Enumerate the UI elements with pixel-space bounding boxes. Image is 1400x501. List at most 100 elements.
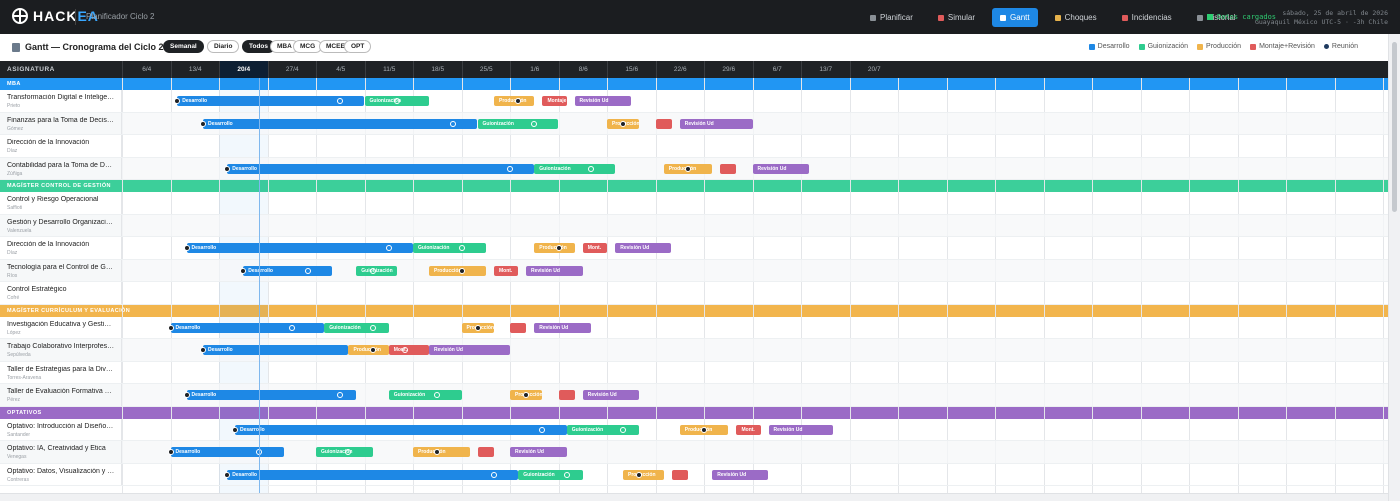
table-row[interactable]: Finanzas para la Toma de Decisiones Gómez… <box>0 112 1388 135</box>
filter-mcg-chip[interactable]: MCG <box>293 40 323 53</box>
meeting-marker-icon[interactable] <box>458 267 465 274</box>
table-row[interactable]: Optativo: Datos, Visualización y Narrati… <box>0 463 1388 486</box>
phase-bar-montaje[interactable]: Mont. <box>736 424 761 435</box>
week-label[interactable]: 20/7 <box>849 61 899 78</box>
course-name[interactable]: Investigación Educativa y Gestión del Co… <box>7 320 115 328</box>
meeting-marker-icon[interactable] <box>183 245 190 251</box>
meeting-marker-icon[interactable] <box>458 245 465 251</box>
phase-bar-montaje[interactable] <box>671 469 688 480</box>
phase-bar-revision[interactable]: Revisión Ud <box>712 469 769 480</box>
week-label[interactable]: 1/6 <box>510 61 559 78</box>
phase-bar-produccion[interactable]: Producción <box>623 469 664 480</box>
phase-bar-desarrollo[interactable]: Desarrollo <box>186 243 413 253</box>
phase-bar-desarrollo[interactable]: Desarrollo <box>243 265 332 276</box>
course-name[interactable]: Control Estratégico <box>7 286 67 293</box>
meeting-marker-icon[interactable] <box>684 165 691 172</box>
phase-bar-montaje[interactable]: Montaje <box>542 96 567 106</box>
phase-bar-revision[interactable]: Revisión Ud <box>582 390 640 400</box>
course-name[interactable]: Taller de Estrategias para la Diversidad <box>7 365 115 373</box>
nav-choques-button[interactable]: Choques <box>1047 8 1105 27</box>
meeting-marker-icon[interactable] <box>288 324 295 331</box>
nav-simular-button[interactable]: Simular <box>930 8 983 27</box>
phase-bar-revision[interactable]: Revisión Ud <box>752 163 810 174</box>
week-label[interactable]: 4/5 <box>316 61 365 78</box>
week-label[interactable]: 27/4 <box>267 61 317 78</box>
phase-bar-desarrollo[interactable]: Desarrollo <box>186 390 357 400</box>
phase-bar-revision[interactable]: Revisión Ud <box>534 322 591 333</box>
week-label[interactable]: 25/5 <box>461 61 511 78</box>
filter-opt-chip[interactable]: OPT <box>344 40 372 53</box>
meeting-marker-icon[interactable] <box>167 324 174 331</box>
course-name[interactable]: Finanzas para la Toma de Decisiones <box>7 116 115 124</box>
table-row[interactable]: Control y Riesgo Operacional Saffioti <box>0 192 1388 215</box>
table-row[interactable]: Dirección de la Innovación Díaz <box>0 135 1388 158</box>
meeting-marker-icon[interactable] <box>337 98 344 104</box>
course-name[interactable]: Optativo: Introducción al Diseño Instruc… <box>7 422 115 430</box>
group-header[interactable]: MBA <box>0 78 1388 90</box>
meeting-marker-icon[interactable] <box>385 245 392 251</box>
phase-bar-revision[interactable]: Revisión Ud <box>679 118 753 129</box>
table-row[interactable]: Trabajo Colaborativo Interprofesional Sep… <box>0 339 1388 362</box>
meeting-marker-icon[interactable] <box>183 392 190 398</box>
meeting-marker-icon[interactable] <box>539 426 546 433</box>
course-name[interactable]: Dirección de la Innovación <box>7 139 90 146</box>
scrollbar-thumb[interactable] <box>1392 42 1397 212</box>
meeting-marker-icon[interactable] <box>393 98 400 104</box>
vertical-scrollbar[interactable] <box>1388 34 1400 501</box>
table-row[interactable]: Taller de Estrategias para la Diversidad… <box>0 361 1388 384</box>
meeting-marker-icon[interactable] <box>701 426 707 433</box>
meeting-marker-icon[interactable] <box>490 471 497 478</box>
phase-bar-produccion[interactable]: Producción <box>348 345 389 355</box>
phase-bar-montaje[interactable] <box>477 447 494 457</box>
course-name[interactable]: Optativo: IA, Creatividad y Ética <box>7 445 106 452</box>
nav-gantt-button[interactable]: Gantt <box>992 8 1038 27</box>
meeting-marker-icon[interactable] <box>304 267 311 274</box>
meeting-marker-icon[interactable] <box>224 471 231 478</box>
phase-bar-montaje[interactable] <box>655 118 672 129</box>
group-header[interactable]: OPTATIVOS <box>0 406 1388 419</box>
nav-planificar-button[interactable]: Planificar <box>862 8 921 27</box>
course-name[interactable]: Taller de Evaluación Formativa y Retroal… <box>7 388 115 395</box>
meeting-marker-icon[interactable] <box>507 165 513 172</box>
group-header[interactable]: MAGÍSTER CURRÍCULUM Y EVALUACIÓN <box>0 304 1388 317</box>
meeting-marker-icon[interactable] <box>369 267 376 274</box>
phase-bar-montaje[interactable] <box>720 163 737 174</box>
week-label[interactable]: 15/6 <box>607 61 656 78</box>
week-label[interactable]: 13/7 <box>801 61 850 78</box>
phase-bar-revision[interactable]: Revisión Ud <box>574 96 632 106</box>
course-name[interactable]: Dirección de la Innovación <box>7 241 90 248</box>
phase-bar-guion[interactable]: Guionización <box>324 322 389 333</box>
meeting-marker-icon[interactable] <box>587 165 594 172</box>
phase-bar-produccion[interactable]: Producción <box>413 447 470 457</box>
view-semanal-toggle[interactable]: Semanal <box>163 40 204 53</box>
meeting-marker-icon[interactable] <box>636 471 643 478</box>
phase-bar-montaje[interactable]: Mont. <box>582 243 607 253</box>
meeting-marker-icon[interactable] <box>345 449 352 455</box>
meeting-marker-icon[interactable] <box>620 426 626 433</box>
meeting-marker-icon[interactable] <box>167 449 174 455</box>
week-label[interactable]: 20/4 <box>219 61 268 78</box>
phase-bar-guion[interactable]: Guionización <box>388 390 462 400</box>
phase-bar-guion[interactable]: Guionización <box>566 424 640 435</box>
phase-bar-montaje[interactable]: Mont. <box>493 265 519 276</box>
phase-bar-guion[interactable]: Guionización <box>518 469 583 480</box>
view-diario-toggle[interactable]: Diario <box>207 40 240 53</box>
phase-bar-guion[interactable]: Guionización <box>316 447 373 457</box>
phase-bar-desarrollo[interactable]: Desarrollo <box>177 96 365 106</box>
phase-bar-revision[interactable]: Revisión Ud <box>510 447 567 457</box>
filter-mcee-chip[interactable]: MCEE <box>319 40 352 53</box>
meeting-marker-icon[interactable] <box>369 347 376 353</box>
meeting-marker-icon[interactable] <box>401 347 408 353</box>
course-name[interactable]: Gestión y Desarrollo Organizacional <box>7 218 115 226</box>
phase-bar-desarrollo[interactable]: Desarrollo <box>202 345 349 355</box>
course-name[interactable]: Transformación Digital e Inteligencia de… <box>7 94 115 101</box>
phase-bar-guion[interactable]: Guionización <box>413 243 486 253</box>
table-row[interactable]: Tecnología para el Control de Gestión Río… <box>0 259 1388 282</box>
table-row[interactable]: Control Estratégico Cofré <box>0 282 1388 305</box>
table-row[interactable]: Contabilidad para la Toma de DecisionesZ… <box>0 157 1388 180</box>
phase-bar-desarrollo[interactable]: Desarrollo <box>170 322 325 333</box>
table-row[interactable]: Dirección de la Innovación Díaz Desarrollo… <box>0 237 1388 260</box>
meeting-marker-icon[interactable] <box>232 426 238 433</box>
meeting-marker-icon[interactable] <box>523 392 529 398</box>
horizontal-scrollbar[interactable] <box>0 493 1388 501</box>
